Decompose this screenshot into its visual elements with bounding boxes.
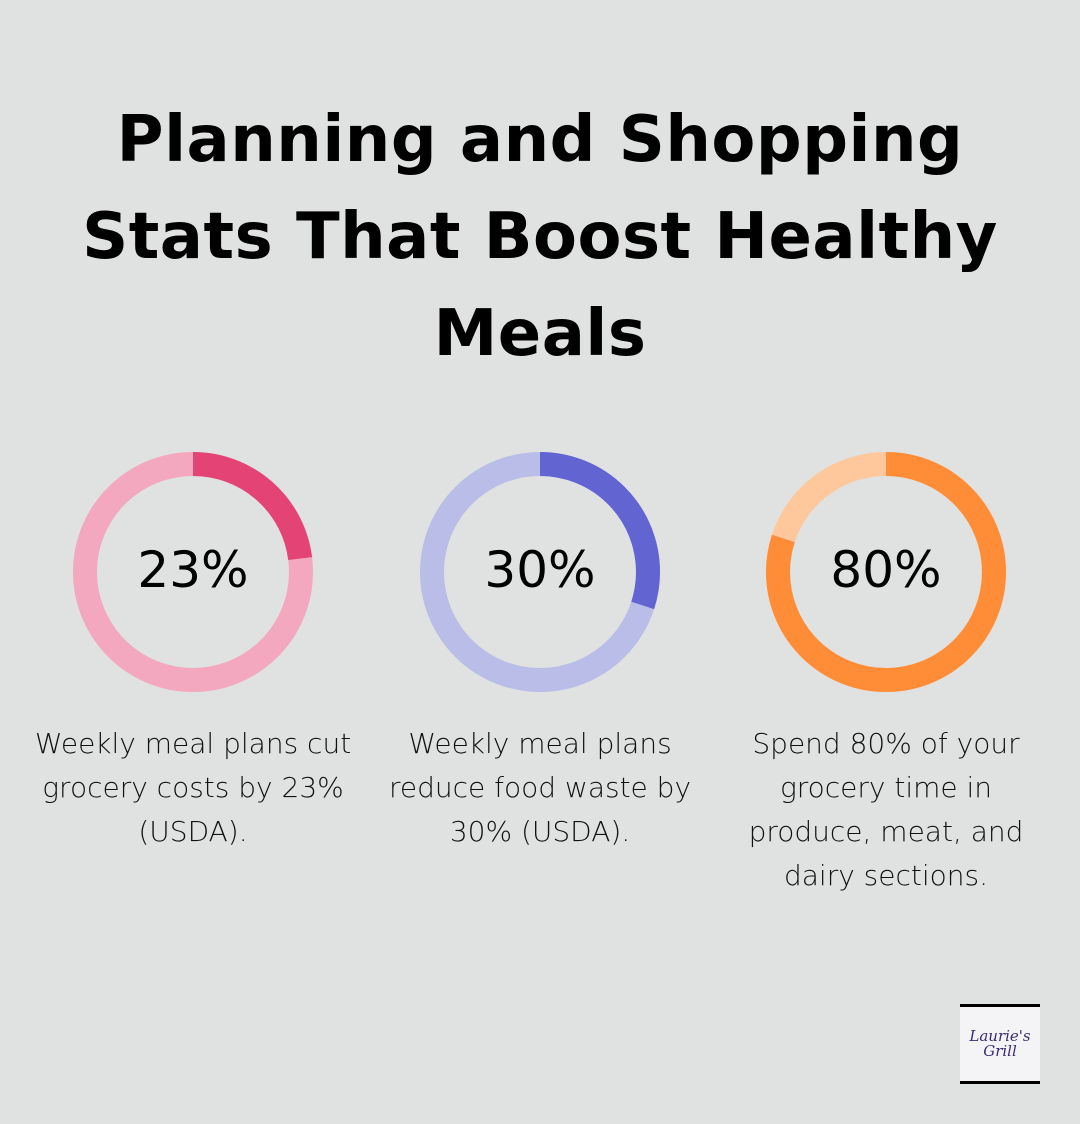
donut-value-arc: [420, 452, 660, 692]
stat-card-2: 80% Spend 80% of your grocery time in pr…: [716, 450, 1056, 898]
stat-description: Weekly meal plans cut grocery costs by 2…: [34, 727, 352, 848]
donut-chart-1: [420, 452, 660, 692]
logo-text-line1: Laurie's: [969, 1027, 1031, 1045]
stat-card-0: 23% Weekly meal plans cut grocery costs …: [23, 450, 363, 854]
stat-card-1: 30% Weekly meal plans reduce food waste …: [370, 450, 710, 854]
donut-value-arc: [766, 452, 1006, 692]
logo-text-line2: Grill: [983, 1042, 1017, 1060]
brand-logo: Laurie's Grill: [960, 1004, 1040, 1084]
donut-label: 80%: [830, 541, 942, 599]
donut-chart-2: [766, 452, 1006, 692]
donut-value-arc: [73, 452, 313, 692]
donut-label: 30%: [484, 541, 596, 599]
donut-chart-0: [73, 452, 313, 692]
donut-label: 23%: [137, 541, 249, 599]
stat-description: Weekly meal plans reduce food waste by 3…: [388, 727, 692, 848]
page-title: Planning and Shopping Stats That Boost H…: [82, 103, 998, 371]
stat-description: Spend 80% of your grocery time in produc…: [748, 727, 1024, 892]
